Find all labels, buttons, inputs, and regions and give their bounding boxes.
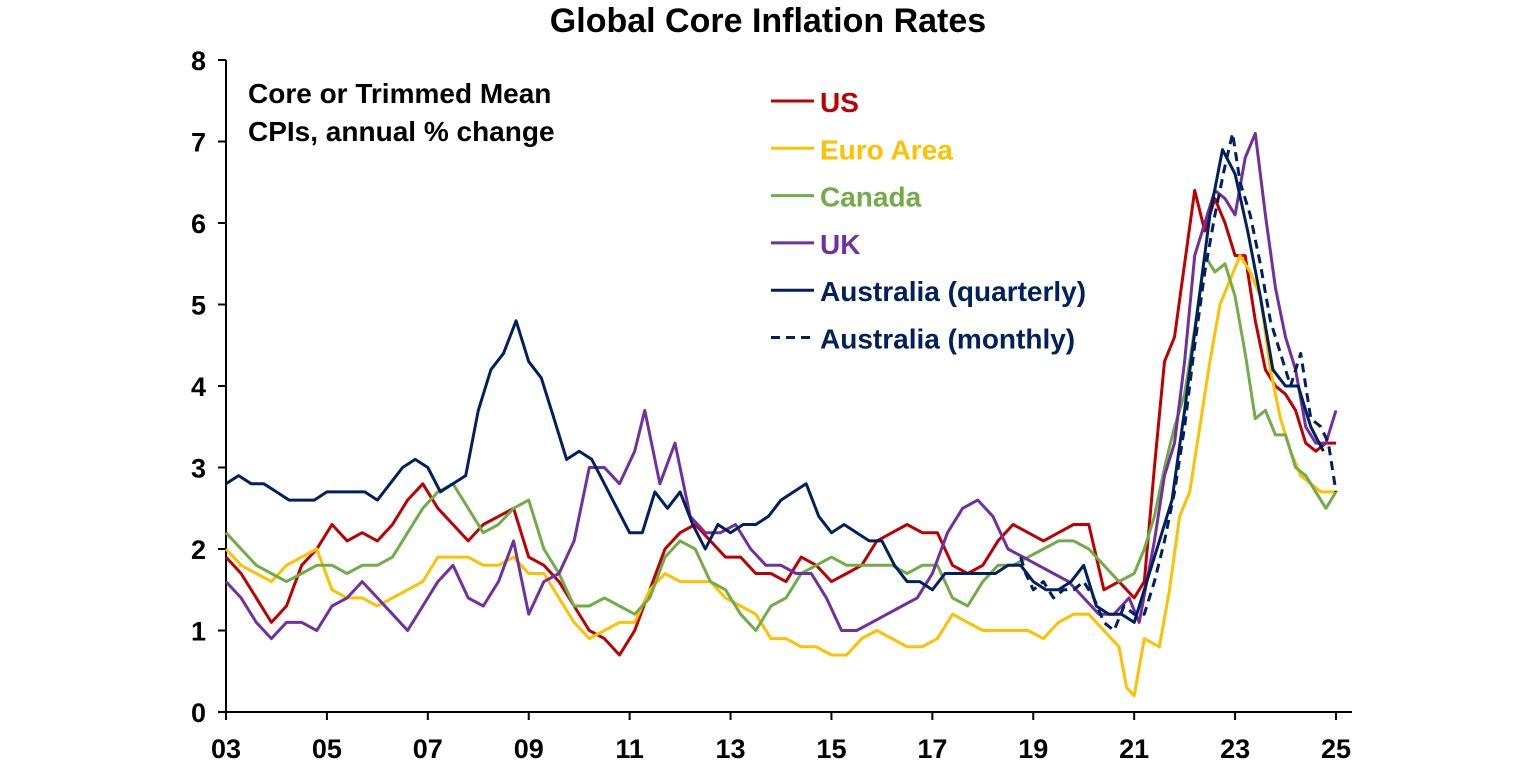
series-line-uk xyxy=(224,131,1338,641)
y-axis-ticks: 0 1 2 3 4 5 6 7 8 xyxy=(191,46,226,728)
series-line-australia-quarterly xyxy=(225,148,1325,624)
y-tick-label: 5 xyxy=(191,291,206,321)
legend-label: Canada xyxy=(820,182,922,213)
x-tick-label: 23 xyxy=(1220,734,1250,764)
x-tick-label: 15 xyxy=(816,734,846,764)
x-tick-label: 09 xyxy=(514,734,544,764)
y-tick-label: 0 xyxy=(191,698,206,728)
x-tick-label: 21 xyxy=(1119,734,1149,764)
chart-annotation: Core or Trimmed Mean CPIs, annual % chan… xyxy=(248,78,555,147)
legend-label: UK xyxy=(820,229,860,260)
x-tick-label: 19 xyxy=(1018,734,1048,764)
x-tick-label: 17 xyxy=(917,734,947,764)
x-axis-ticks: 03 05 07 09 11 13 15 17 19 21 23 25 xyxy=(211,712,1351,764)
legend-label: Australia (quarterly) xyxy=(820,276,1086,307)
y-tick-label: 8 xyxy=(191,46,206,76)
series-line-euro-area xyxy=(224,254,1336,698)
x-tick-label: 03 xyxy=(211,734,241,764)
y-tick-label: 3 xyxy=(191,454,206,484)
legend-label: US xyxy=(820,87,859,118)
x-tick-label: 25 xyxy=(1321,734,1351,764)
y-tick-label: 6 xyxy=(191,209,206,239)
x-tick-label: 13 xyxy=(716,734,746,764)
chart-title: Global Core Inflation Rates xyxy=(550,2,986,40)
x-tick-label: 05 xyxy=(312,734,342,764)
y-tick-label: 7 xyxy=(191,128,206,158)
x-tick-label: 11 xyxy=(615,734,644,764)
x-tick-label: 07 xyxy=(413,734,443,764)
annotation-line-1: Core or Trimmed Mean xyxy=(248,78,551,109)
series-line-canada xyxy=(224,254,1338,632)
y-tick-label: 4 xyxy=(191,372,206,402)
series-line-australia-monthly xyxy=(1019,131,1338,632)
legend-label: Australia (monthly) xyxy=(820,324,1075,355)
legend: US Euro Area Canada UK Australia (quarterly)… xyxy=(771,87,1086,355)
series-lines xyxy=(224,131,1338,698)
series-line-us xyxy=(224,188,1336,657)
legend-label: Euro Area xyxy=(820,134,953,165)
y-tick-label: 2 xyxy=(191,535,206,565)
annotation-line-2: CPIs, annual % change xyxy=(248,116,555,147)
y-tick-label: 1 xyxy=(191,617,206,647)
